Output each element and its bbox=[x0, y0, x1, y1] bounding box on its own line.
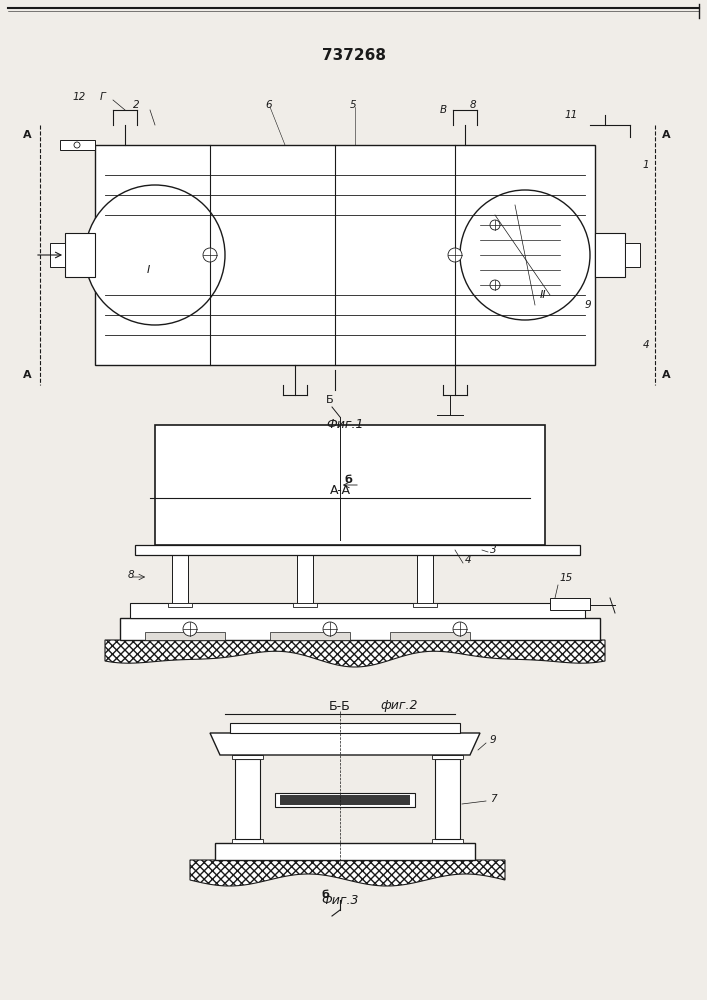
Bar bbox=[595, 233, 625, 277]
Text: Б-Б: Б-Б bbox=[329, 700, 351, 712]
Bar bbox=[280, 795, 410, 805]
Circle shape bbox=[490, 220, 500, 230]
Bar bbox=[275, 793, 415, 807]
Text: 6: 6 bbox=[265, 100, 271, 110]
Text: Фиг.1: Фиг.1 bbox=[326, 418, 363, 432]
Bar bbox=[270, 632, 350, 640]
Bar bbox=[625, 243, 640, 267]
Bar bbox=[135, 545, 580, 555]
Text: A: A bbox=[662, 130, 671, 140]
Polygon shape bbox=[210, 733, 480, 755]
Text: 9: 9 bbox=[490, 735, 496, 745]
Text: II: II bbox=[540, 290, 547, 300]
Text: 3: 3 bbox=[490, 545, 496, 555]
Text: A-A: A-A bbox=[329, 484, 351, 496]
Text: 4: 4 bbox=[465, 555, 472, 565]
Text: 1: 1 bbox=[643, 160, 650, 170]
Text: 7: 7 bbox=[490, 794, 496, 804]
Text: 8: 8 bbox=[128, 570, 134, 580]
Text: 12: 12 bbox=[73, 92, 86, 102]
Text: фиг.2: фиг.2 bbox=[380, 698, 418, 712]
Circle shape bbox=[85, 185, 225, 325]
Bar bbox=[232, 839, 263, 843]
Bar bbox=[155, 425, 545, 545]
Bar bbox=[293, 551, 317, 555]
Circle shape bbox=[453, 622, 467, 636]
Bar bbox=[293, 603, 317, 607]
Text: Г: Г bbox=[100, 92, 106, 102]
Bar bbox=[130, 603, 585, 618]
Text: Б: Б bbox=[326, 395, 334, 405]
Bar bbox=[297, 555, 313, 603]
Circle shape bbox=[490, 280, 500, 290]
Bar bbox=[168, 551, 192, 555]
Text: I: I bbox=[147, 265, 151, 275]
Circle shape bbox=[323, 622, 337, 636]
Bar bbox=[230, 723, 460, 733]
Text: 4: 4 bbox=[643, 340, 650, 350]
Text: A: A bbox=[23, 370, 31, 380]
Bar bbox=[432, 755, 463, 759]
Circle shape bbox=[460, 190, 590, 320]
Text: A: A bbox=[23, 130, 31, 140]
Bar bbox=[145, 632, 225, 640]
Bar bbox=[390, 632, 470, 640]
Bar bbox=[232, 755, 263, 759]
Bar bbox=[50, 243, 65, 267]
Bar bbox=[168, 603, 192, 607]
Text: 8: 8 bbox=[470, 100, 477, 110]
Bar bbox=[417, 555, 433, 603]
Bar bbox=[432, 839, 463, 843]
Text: 737268: 737268 bbox=[322, 47, 386, 62]
Circle shape bbox=[448, 248, 462, 262]
Bar bbox=[65, 233, 95, 277]
Text: B: B bbox=[440, 105, 447, 115]
Bar bbox=[413, 603, 437, 607]
Bar bbox=[413, 551, 437, 555]
Text: 5: 5 bbox=[350, 100, 356, 110]
Circle shape bbox=[203, 248, 217, 262]
Bar bbox=[60, 140, 95, 150]
Bar bbox=[120, 618, 600, 640]
Bar bbox=[172, 555, 188, 603]
Text: Фиг.3: Фиг.3 bbox=[321, 894, 358, 906]
Text: б: б bbox=[321, 890, 329, 900]
Bar bbox=[235, 759, 260, 839]
Text: A: A bbox=[662, 370, 671, 380]
Bar bbox=[435, 759, 460, 839]
Circle shape bbox=[74, 142, 80, 148]
Circle shape bbox=[183, 622, 197, 636]
Bar bbox=[95, 145, 595, 365]
Polygon shape bbox=[190, 860, 505, 886]
Text: 9: 9 bbox=[585, 300, 592, 310]
Text: б: б bbox=[345, 475, 353, 485]
Text: 15: 15 bbox=[560, 573, 573, 583]
Polygon shape bbox=[105, 640, 605, 667]
Text: 2: 2 bbox=[133, 100, 139, 110]
Text: 11: 11 bbox=[565, 110, 578, 120]
Bar bbox=[550, 598, 590, 610]
Bar bbox=[215, 843, 475, 860]
